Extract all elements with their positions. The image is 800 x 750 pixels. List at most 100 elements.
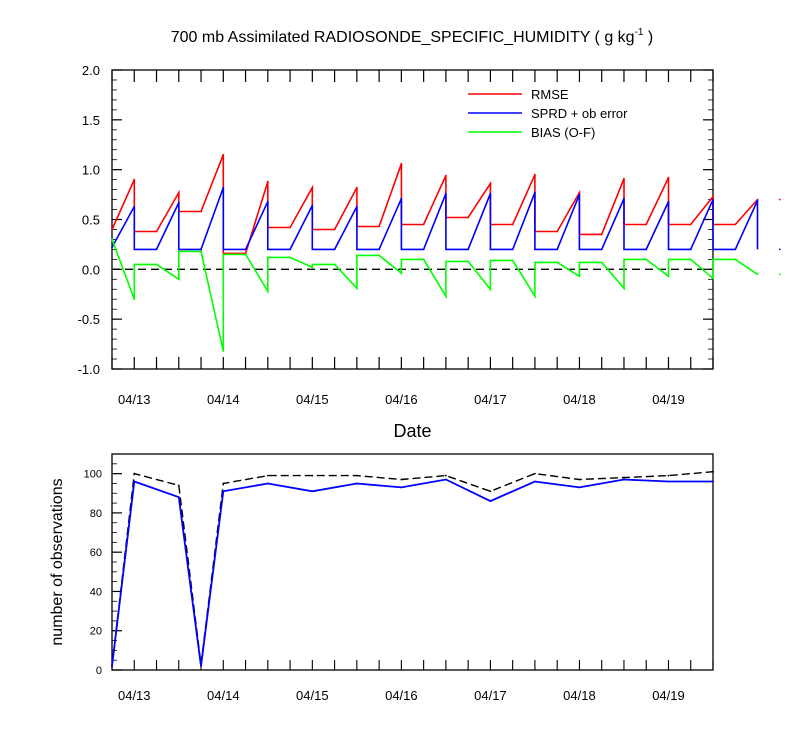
data-point: [333, 228, 336, 231]
data-point: [266, 200, 269, 203]
series-line-bias-o-f-: [111, 239, 758, 352]
observation-count-panel: 0 20 40 60 80 100 04/13 04/14 04/15 04/16 04/17 04/…: [49, 453, 714, 703]
data-point: [444, 295, 447, 298]
data-point: [578, 486, 581, 489]
data-point: [444, 474, 447, 477]
data-point: [200, 250, 202, 253]
x-tick-label: 04/13: [118, 688, 151, 703]
y-tick-label: 40: [90, 586, 102, 598]
y-axis-label: number of observations: [49, 478, 66, 645]
x-tick-label: 04/18: [563, 392, 596, 407]
data-point: [712, 277, 714, 280]
data-point: [600, 233, 603, 236]
x-tick-label: 04/19: [652, 392, 685, 407]
data-point: [311, 186, 314, 189]
data-point: [444, 192, 447, 195]
data-point: [422, 248, 425, 251]
data-point: [578, 193, 581, 196]
data-point: [689, 248, 692, 251]
data-point: [222, 350, 225, 352]
data-point: [200, 665, 202, 667]
data-point: [311, 490, 314, 493]
data-point: [378, 225, 381, 228]
data-point: [778, 198, 781, 201]
data-point: [734, 223, 737, 226]
data-point: [333, 248, 336, 251]
x-tick-label: 04/17: [474, 392, 507, 407]
data-point: [333, 263, 336, 266]
data-point: [177, 191, 180, 194]
data-point: [623, 287, 625, 290]
data-point: [200, 210, 202, 213]
data-point: [222, 153, 225, 156]
x-axis-label: Date: [393, 421, 431, 441]
data-point: [667, 200, 670, 203]
data-point: [667, 480, 670, 483]
x-tick-label: 04/15: [296, 688, 329, 703]
data-point: [578, 478, 581, 481]
data-point: [578, 275, 581, 278]
data-point: [489, 192, 492, 195]
data-point: [756, 273, 759, 276]
data-point: [133, 205, 136, 208]
data-point: [667, 176, 670, 179]
legend-label: SPRD + ob error: [531, 106, 628, 121]
data-point: [222, 490, 225, 493]
y-tick-label: 0.0: [82, 262, 100, 277]
y-tick-label: 0: [96, 665, 102, 677]
data-point: [111, 246, 113, 249]
y-tick-label: 60: [90, 547, 102, 559]
data-point: [645, 258, 648, 261]
data-point: [155, 230, 158, 233]
data-point: [311, 266, 314, 269]
data-point: [266, 180, 269, 183]
data-point: [266, 474, 269, 477]
data-point: [444, 478, 447, 481]
data-point: [712, 195, 714, 198]
data-point: [133, 298, 136, 301]
data-point: [623, 197, 625, 200]
y-tick-label: 1.5: [82, 113, 100, 128]
x-tick-label: 04/18: [563, 688, 596, 703]
data-point: [667, 275, 670, 278]
series-line-assimilated-observations: [111, 478, 713, 667]
y-tick-label: 1.0: [82, 163, 100, 178]
data-point: [778, 273, 781, 276]
data-point: [712, 470, 714, 473]
data-point: [400, 486, 403, 489]
error-statistics-panel: -1.0 -0.5 0.0 0.5 1.0 1.5 2.0 04/13 04/14 04/15 04…: [78, 63, 781, 441]
data-point: [400, 162, 403, 165]
data-point: [133, 472, 136, 475]
data-point: [689, 258, 692, 261]
data-point: [489, 500, 492, 503]
data-point: [133, 178, 136, 181]
data-point: [712, 198, 714, 201]
data-point: [155, 263, 158, 266]
data-point: [689, 223, 692, 226]
data-point: [355, 474, 358, 477]
y-tick-label: 2.0: [82, 63, 100, 78]
data-point: [756, 199, 759, 202]
data-point: [222, 186, 225, 189]
data-point: [534, 472, 536, 475]
data-point: [378, 248, 381, 251]
data-point: [623, 478, 625, 481]
x-tick-label: 04/16: [385, 392, 418, 407]
data-point: [177, 201, 180, 204]
data-point: [133, 480, 136, 483]
legend-label: BIAS (O-F): [531, 125, 595, 140]
data-point: [400, 197, 403, 200]
data-point: [355, 482, 358, 485]
data-point: [355, 186, 358, 189]
data-point: [222, 482, 225, 485]
data-point: [200, 248, 202, 251]
data-point: [667, 474, 670, 477]
data-point: [155, 248, 158, 251]
y-tick-label: 0.5: [82, 213, 100, 228]
data-point: [623, 177, 625, 180]
x-tick-label: 04/17: [474, 688, 507, 703]
data-point: [556, 230, 559, 233]
data-point: [600, 261, 603, 264]
x-tick-label: 04/16: [385, 688, 418, 703]
data-point: [355, 287, 358, 290]
